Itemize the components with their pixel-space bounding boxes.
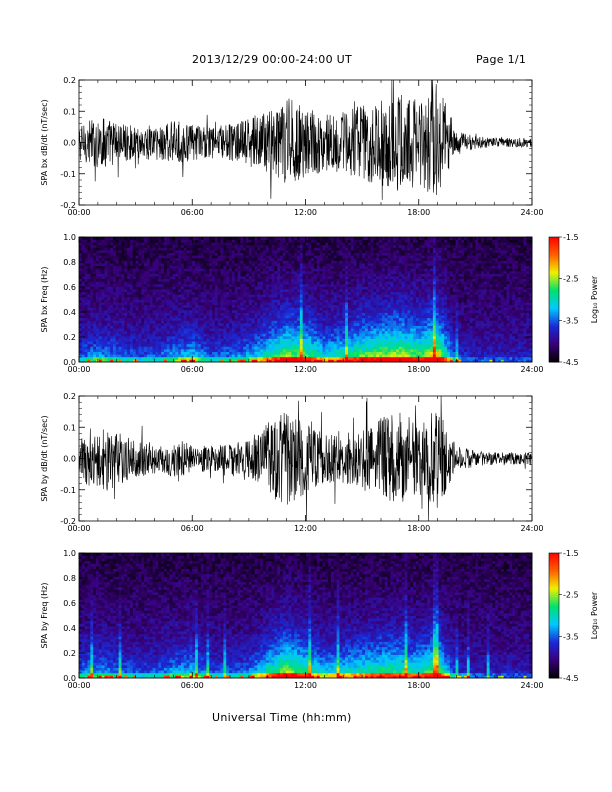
y-axis-title: SPA bx Freq (Hz) xyxy=(40,267,49,333)
y-tick-label: 0.6 xyxy=(63,599,76,608)
x-tick-label: 18:00 xyxy=(407,524,430,533)
x-tick-label: 24:00 xyxy=(520,365,543,374)
colorbar-title: Log₁₀ Power xyxy=(590,275,599,323)
x-tick-label: 00:00 xyxy=(67,681,90,690)
heatmap-cells xyxy=(79,237,533,363)
y-tick-label: 0.6 xyxy=(63,283,76,292)
series-trace xyxy=(78,395,533,522)
colorbar-tick-label: -1.5 xyxy=(563,549,579,558)
y-tick-label: 0.0 xyxy=(63,674,76,683)
y-tick-label: 0.4 xyxy=(63,624,76,633)
page-number: Page 1/1 xyxy=(476,53,527,66)
x-tick-label: 00:00 xyxy=(67,208,90,217)
heatmap-cells xyxy=(79,553,533,679)
y-tick-label: 0.2 xyxy=(63,392,76,401)
x-tick-label: 18:00 xyxy=(407,208,430,217)
colorbar-frame xyxy=(548,552,560,679)
x-tick-label: 18:00 xyxy=(407,681,430,690)
colorbar-tick-label: -2.5 xyxy=(563,275,579,284)
y-tick-label: -0.1 xyxy=(60,486,76,495)
page-title-date-range: 2013/12/29 00:00-24:00 UT xyxy=(192,53,353,66)
y-tick-label: -0.1 xyxy=(60,170,76,179)
y-tick-label: 0.8 xyxy=(63,574,76,583)
colorbar-tick-label: -4.5 xyxy=(563,674,579,683)
x-axis-title: Universal Time (hh:mm) xyxy=(212,711,352,724)
y-tick-label: 0.2 xyxy=(63,333,76,342)
y-tick-label: 0.2 xyxy=(63,76,76,85)
colorbar-tick-label: -3.5 xyxy=(563,316,579,325)
x-tick-label: 06:00 xyxy=(181,524,204,533)
y-tick-label: -0.2 xyxy=(60,201,76,210)
y-tick-label: 0.0 xyxy=(63,139,76,148)
panel-3: 00:00 06:00 12:00 18:00 24:00 0.2 0.1 0.0 -0.1 -0… xyxy=(40,392,544,533)
y-tick-label: 0.4 xyxy=(63,308,76,317)
x-tick-label: 24:00 xyxy=(520,681,543,690)
colorbar-frame xyxy=(548,236,560,363)
colorbar-tick-label: -2.5 xyxy=(563,591,579,600)
x-tick-label: 24:00 xyxy=(520,208,543,217)
y-tick-label: 0.1 xyxy=(63,107,76,116)
panel-2: 00:00 06:00 12:00 18:00 24:00 1.0 0.8 0.6 0.4 0.2… xyxy=(40,233,599,374)
x-tick-label: 18:00 xyxy=(407,365,430,374)
colorbar: -1.5 -2.5 -3.5 -4.5 Log₁₀ Power xyxy=(548,233,599,367)
y-tick-label: 0.2 xyxy=(63,649,76,658)
x-tick-label: 12:00 xyxy=(294,208,317,217)
y-tick-label: 1.0 xyxy=(63,233,76,242)
y-axis-title: SPA by Freq (Hz) xyxy=(40,583,49,649)
colorbar-title: Log₁₀ Power xyxy=(590,591,599,639)
colorbar: -1.5 -2.5 -3.5 -4.5 Log₁₀ Power xyxy=(548,549,599,683)
x-tick-label: 12:00 xyxy=(294,365,317,374)
y-tick-label: 0.1 xyxy=(63,423,76,432)
y-tick-label: 0.0 xyxy=(63,358,76,367)
panel-1: 00:00 06:00 12:00 18:00 24:00 0.2 0.1 0.0 -0.1 -0… xyxy=(40,76,544,217)
y-tick-label: 0.0 xyxy=(63,455,76,464)
x-tick-label: 06:00 xyxy=(181,681,204,690)
y-axis-title: SPA by dB/dt (nT/sec) xyxy=(40,415,49,501)
x-tick-label: 06:00 xyxy=(181,365,204,374)
x-tick-label: 00:00 xyxy=(67,365,90,374)
panel-4: 00:00 06:00 12:00 18:00 24:00 1.0 0.8 0.6 0.4 0.2… xyxy=(40,549,599,690)
x-tick-label: 12:00 xyxy=(294,681,317,690)
y-axis-title: SPA bx dB/dt (nT/sec) xyxy=(40,99,49,185)
y-tick-label: 1.0 xyxy=(63,549,76,558)
y-tick-label: -0.2 xyxy=(60,517,76,526)
x-tick-label: 12:00 xyxy=(294,524,317,533)
colorbar-tick-label: -4.5 xyxy=(563,358,579,367)
x-tick-label: 06:00 xyxy=(181,208,204,217)
x-tick-label: 24:00 xyxy=(520,524,543,533)
y-tick-label: 0.8 xyxy=(63,258,76,267)
colorbar-tick-label: -3.5 xyxy=(563,632,579,641)
x-tick-label: 00:00 xyxy=(67,524,90,533)
series-trace xyxy=(78,79,533,200)
colorbar-tick-label: -1.5 xyxy=(563,233,579,242)
